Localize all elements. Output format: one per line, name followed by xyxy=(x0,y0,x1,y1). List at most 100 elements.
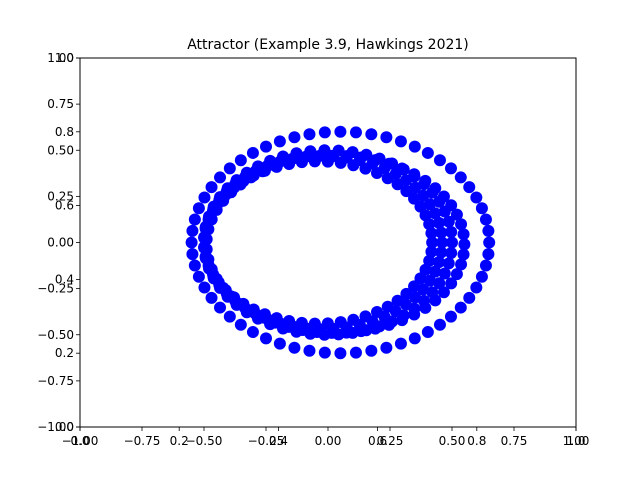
data-point xyxy=(273,337,286,350)
data-point xyxy=(334,347,347,360)
x-tick-label: 0.25 xyxy=(377,434,404,448)
data-point xyxy=(463,291,476,304)
data-point xyxy=(394,135,407,148)
data-point xyxy=(450,268,463,281)
data-point xyxy=(445,199,458,212)
x-tick-label: 0.50 xyxy=(439,434,466,448)
data-point xyxy=(429,294,442,307)
y-tick-label: 0.75 xyxy=(47,97,74,111)
data-point xyxy=(359,310,372,323)
data-point xyxy=(479,259,492,272)
data-point xyxy=(318,126,331,139)
chart-title: Attractor (Example 3.9, Hawkings 2021) xyxy=(187,37,469,53)
data-point xyxy=(365,344,378,357)
x-tick-label: 0.00 xyxy=(315,434,342,448)
data-point xyxy=(288,131,301,144)
data-point xyxy=(432,216,445,229)
data-point xyxy=(303,344,316,357)
data-point xyxy=(432,256,445,269)
data-point xyxy=(355,151,368,164)
data-point xyxy=(192,202,205,215)
data-point xyxy=(256,165,269,178)
data-point xyxy=(408,308,421,321)
data-point xyxy=(349,346,362,359)
data-point xyxy=(200,233,213,246)
data-point xyxy=(359,162,372,175)
data-point xyxy=(217,281,230,294)
data-point xyxy=(225,186,238,199)
data-point xyxy=(423,254,436,267)
data-point xyxy=(470,191,483,204)
data-point xyxy=(442,215,455,228)
data-point xyxy=(483,236,496,249)
data-point xyxy=(347,313,360,326)
data-point xyxy=(444,310,457,323)
data-point xyxy=(445,247,458,260)
data-point xyxy=(482,248,495,261)
data-point xyxy=(246,326,259,339)
data-point xyxy=(408,332,421,345)
data-point xyxy=(217,194,230,207)
data-point xyxy=(442,257,455,270)
x-tick-label: 1.00 xyxy=(563,434,590,448)
data-point xyxy=(188,213,201,226)
data-point xyxy=(347,159,360,172)
data-point xyxy=(205,291,218,304)
x-tick-label: 0.0 xyxy=(70,434,89,448)
data-point xyxy=(435,226,448,239)
data-point xyxy=(321,317,334,330)
data-point xyxy=(435,246,448,259)
data-point xyxy=(273,135,286,148)
data-point xyxy=(223,162,236,175)
data-point xyxy=(288,341,301,354)
data-point xyxy=(455,218,468,231)
data-point xyxy=(303,128,316,141)
data-point xyxy=(260,332,272,345)
data-point xyxy=(234,154,247,167)
data-point xyxy=(419,301,432,314)
data-point xyxy=(425,245,438,258)
y-tick-label: 0.50 xyxy=(47,143,74,157)
data-point xyxy=(380,131,393,144)
data-point xyxy=(282,155,295,168)
data-point xyxy=(340,150,353,163)
data-point xyxy=(433,277,446,290)
data-point xyxy=(365,128,378,141)
data-point xyxy=(414,200,427,213)
data-point xyxy=(260,140,272,153)
data-point xyxy=(383,157,396,170)
data-point xyxy=(349,126,362,139)
data-point xyxy=(370,166,383,179)
data-point xyxy=(408,168,421,181)
data-point xyxy=(383,318,396,331)
data-point xyxy=(205,181,218,194)
data-point xyxy=(396,162,409,175)
data-point xyxy=(311,150,324,163)
data-point xyxy=(246,146,259,159)
data-point xyxy=(205,213,218,226)
x-tick-label: 0.6 xyxy=(368,434,387,448)
data-point xyxy=(423,274,436,287)
data-point xyxy=(457,248,470,261)
x-tick-label: 1.0 xyxy=(566,434,585,448)
data-point xyxy=(475,270,488,283)
data-point xyxy=(455,258,468,271)
x-tick-label: −0.25 xyxy=(248,434,285,448)
data-point xyxy=(318,346,331,359)
data-point xyxy=(380,341,393,354)
data-point xyxy=(463,181,476,194)
data-point xyxy=(198,281,211,294)
data-point xyxy=(210,203,223,216)
data-point xyxy=(234,318,247,331)
y-tick-label: 0.8 xyxy=(55,125,74,139)
data-point xyxy=(433,318,446,331)
x-tick-label: 0.4 xyxy=(269,434,288,448)
data-point xyxy=(296,152,309,165)
y-tick-label: −0.50 xyxy=(37,328,74,342)
data-point xyxy=(214,301,227,314)
y-tick-label: 0.0 xyxy=(55,420,74,434)
x-tick-label: 0.2 xyxy=(170,434,189,448)
x-tick-label: 0.8 xyxy=(467,434,486,448)
data-point xyxy=(445,277,458,290)
